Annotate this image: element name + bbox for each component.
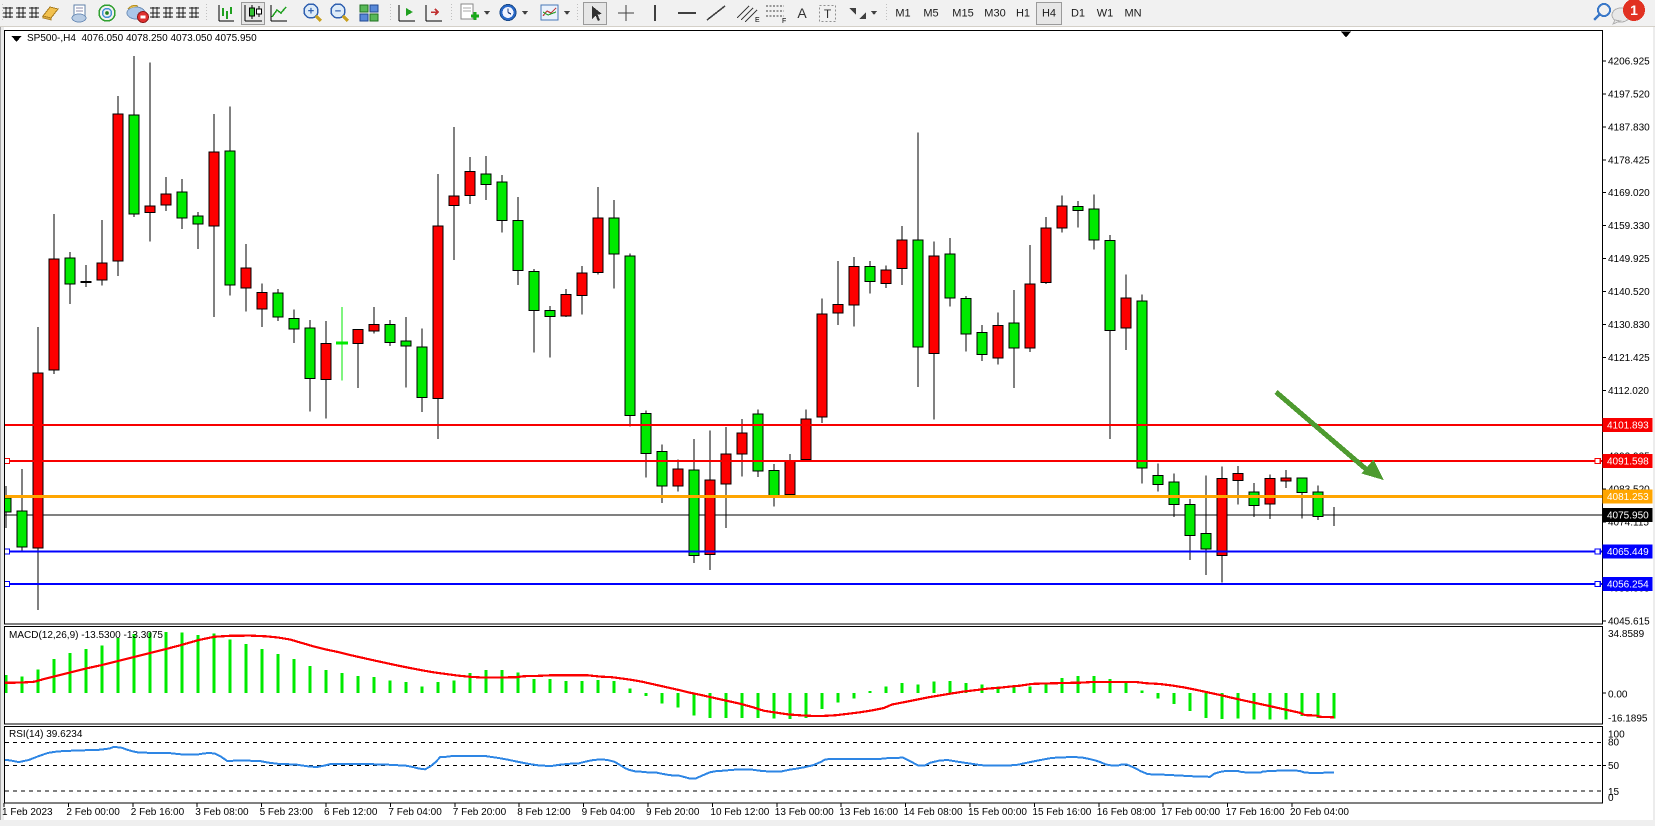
svg-text:W1: W1 (1097, 8, 1114, 20)
svg-text:15 Feb 16:00: 15 Feb 16:00 (1032, 807, 1091, 818)
svg-text:+: + (308, 6, 314, 18)
svg-text:A: A (797, 5, 807, 21)
svg-text:4075.950: 4075.950 (1607, 511, 1649, 522)
svg-text:17 Feb 00:00: 17 Feb 00:00 (1161, 807, 1220, 818)
svg-text:4065.449: 4065.449 (1607, 547, 1649, 558)
svg-text:1 Feb 2023: 1 Feb 2023 (2, 807, 53, 818)
svg-text:6 Feb 12:00: 6 Feb 12:00 (324, 807, 378, 818)
svg-text:MACD(12,26,9) -13.5300 -13.307: MACD(12,26,9) -13.5300 -13.3075 (9, 630, 163, 641)
svg-text:-16.1895: -16.1895 (1608, 714, 1648, 725)
svg-text:100: 100 (1608, 729, 1625, 740)
svg-text:M15: M15 (952, 8, 973, 20)
svg-text:4081.253: 4081.253 (1607, 492, 1649, 503)
svg-text:0: 0 (1608, 793, 1614, 804)
svg-text:4130.830: 4130.830 (1608, 320, 1650, 331)
svg-text:9 Feb 04:00: 9 Feb 04:00 (582, 807, 636, 818)
svg-text:16 Feb 08:00: 16 Feb 08:00 (1097, 807, 1156, 818)
svg-text:8 Feb 12:00: 8 Feb 12:00 (517, 807, 571, 818)
svg-text:M30: M30 (984, 8, 1005, 20)
svg-text:4206.925: 4206.925 (1608, 57, 1650, 68)
svg-text:7 Feb 04:00: 7 Feb 04:00 (388, 807, 442, 818)
svg-text:2 Feb 16:00: 2 Feb 16:00 (131, 807, 185, 818)
svg-text:4187.830: 4187.830 (1608, 122, 1650, 133)
svg-text:4091.598: 4091.598 (1607, 457, 1649, 468)
svg-text:2 Feb 00:00: 2 Feb 00:00 (66, 807, 120, 818)
svg-text:50: 50 (1608, 761, 1620, 772)
svg-text:4045.615: 4045.615 (1608, 616, 1650, 627)
svg-text:0.00: 0.00 (1608, 690, 1628, 701)
svg-text:1: 1 (1630, 2, 1638, 18)
svg-text:H4: H4 (1042, 8, 1056, 20)
svg-text:−: − (335, 6, 341, 18)
svg-text:4101.893: 4101.893 (1607, 421, 1649, 432)
svg-text:80: 80 (1608, 737, 1620, 748)
svg-text:D1: D1 (1071, 8, 1085, 20)
svg-text:T: T (824, 7, 832, 21)
svg-text:9 Feb 20:00: 9 Feb 20:00 (646, 807, 700, 818)
svg-text:15 Feb 00:00: 15 Feb 00:00 (968, 807, 1027, 818)
svg-text:3 Feb 08:00: 3 Feb 08:00 (195, 807, 249, 818)
svg-text:4074.115: 4074.115 (1608, 518, 1649, 529)
svg-text:4121.425: 4121.425 (1608, 353, 1650, 364)
svg-text:RSI(14) 39.6234: RSI(14) 39.6234 (9, 729, 83, 740)
svg-text:4197.520: 4197.520 (1608, 89, 1650, 100)
svg-text:M5: M5 (923, 8, 938, 20)
svg-text:4112.020: 4112.020 (1608, 386, 1649, 397)
svg-text:4178.425: 4178.425 (1608, 155, 1650, 166)
svg-text:14 Feb 08:00: 14 Feb 08:00 (904, 807, 963, 818)
svg-text:34.8589: 34.8589 (1608, 629, 1645, 640)
svg-text:13 Feb 00:00: 13 Feb 00:00 (775, 807, 834, 818)
svg-text:15: 15 (1608, 787, 1620, 798)
svg-text:7 Feb 20:00: 7 Feb 20:00 (453, 807, 507, 818)
svg-text:4149.925: 4149.925 (1608, 254, 1650, 265)
svg-text:4056.254: 4056.254 (1607, 580, 1649, 591)
svg-text:SP500-,H4 4076.050 4078.250 4: SP500-,H4 4076.050 4078.250 4073.050 407… (27, 33, 257, 44)
svg-text:4169.020: 4169.020 (1608, 188, 1650, 199)
svg-text:E: E (755, 17, 760, 24)
svg-text:20 Feb 04:00: 20 Feb 04:00 (1290, 807, 1349, 818)
svg-text:M1: M1 (895, 8, 910, 20)
svg-text:MN: MN (1124, 8, 1141, 20)
svg-text:4159.330: 4159.330 (1608, 221, 1650, 232)
svg-text:5 Feb 23:00: 5 Feb 23:00 (260, 807, 314, 818)
svg-text:H1: H1 (1016, 8, 1030, 20)
svg-text:10 Feb 12:00: 10 Feb 12:00 (710, 807, 769, 818)
svg-text:13 Feb 16:00: 13 Feb 16:00 (839, 807, 898, 818)
svg-text:4140.520: 4140.520 (1608, 287, 1650, 298)
svg-text:17 Feb 16:00: 17 Feb 16:00 (1226, 807, 1285, 818)
svg-text:F: F (782, 18, 786, 25)
